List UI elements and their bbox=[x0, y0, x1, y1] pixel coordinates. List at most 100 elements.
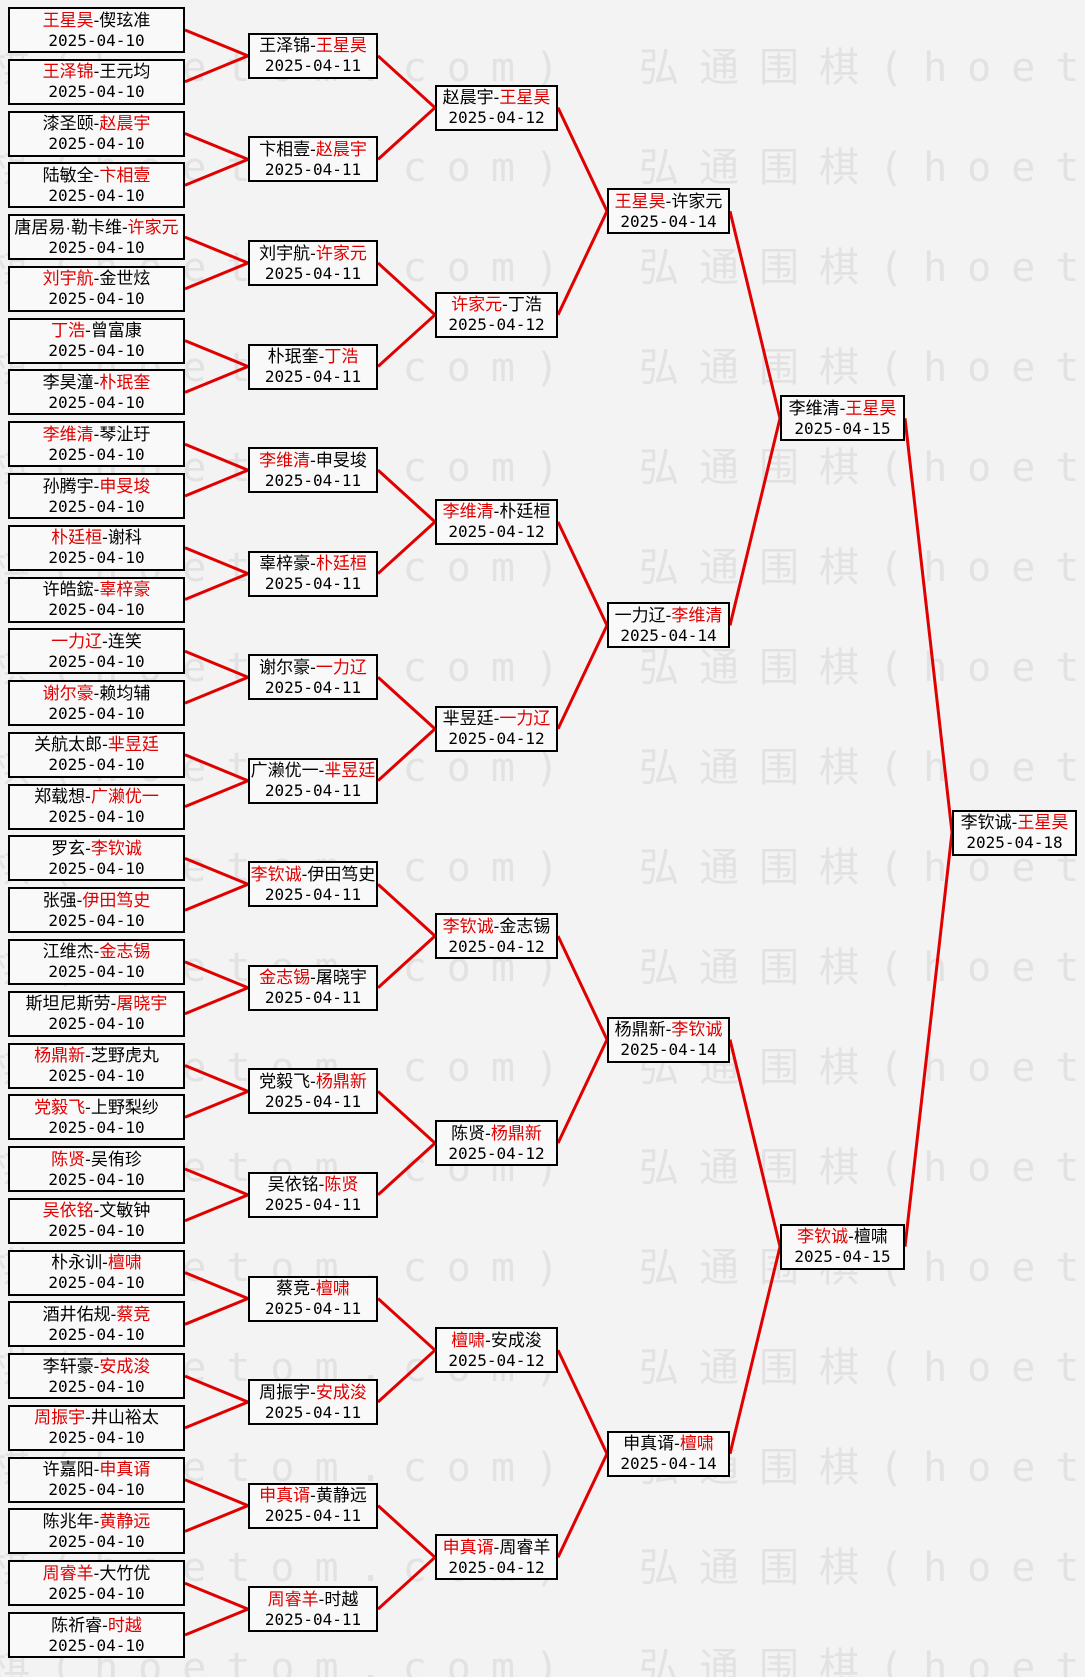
connector-line bbox=[556, 624, 609, 730]
match-date: 2025-04-10 bbox=[48, 1324, 145, 1344]
match-date: 2025-04-11 bbox=[264, 1402, 362, 1422]
players-separator: - bbox=[318, 347, 325, 366]
winner-name: 黄静远 bbox=[99, 1511, 151, 1531]
winner-name: 安成浚 bbox=[99, 1356, 151, 1376]
players-separator: - bbox=[493, 88, 500, 108]
match-box: 谢尔豪-一力辽 2025-04-11 bbox=[248, 654, 378, 701]
match-players: 周振宇-井山裕太 bbox=[34, 1407, 159, 1428]
connector-line bbox=[184, 235, 249, 265]
connector-line bbox=[184, 54, 249, 84]
player-name: 李维清 bbox=[788, 398, 840, 418]
match-players: 孙腾宇-申旻埈 bbox=[43, 476, 151, 497]
players-separator: - bbox=[318, 1589, 325, 1609]
match-date: 2025-04-10 bbox=[48, 1428, 145, 1448]
player-name: 唐居易·勒卡维 bbox=[14, 217, 122, 237]
match-players: 陈贤-杨鼎新 bbox=[451, 1123, 542, 1144]
winner-name: 一力辽 bbox=[499, 709, 551, 729]
match-box: 江维杰-金志锡 2025-04-10 bbox=[8, 938, 185, 985]
players-separator: - bbox=[93, 269, 100, 289]
match-players: 王星昊-偰玹准 bbox=[43, 10, 151, 31]
players-separator: - bbox=[839, 398, 846, 418]
match-date: 2025-04-11 bbox=[264, 677, 362, 697]
players-separator: - bbox=[85, 787, 91, 807]
match-date: 2025-04-11 bbox=[264, 1091, 362, 1111]
players-separator: - bbox=[93, 10, 100, 30]
players-separator: - bbox=[85, 1408, 91, 1428]
players-separator: - bbox=[665, 605, 672, 625]
player-name: 党毅飞 bbox=[259, 1071, 311, 1091]
connector-line bbox=[184, 365, 249, 394]
winner-name: 李维清 bbox=[442, 502, 494, 522]
connector-line bbox=[184, 1478, 249, 1507]
match-players: 朴珉奎-丁浩 bbox=[268, 346, 359, 367]
winner-name: 蔡竞 bbox=[116, 1304, 151, 1324]
match-box: 周睿羊-大竹优 2025-04-10 bbox=[8, 1560, 185, 1607]
connector-line bbox=[184, 1400, 249, 1430]
players-separator: - bbox=[93, 424, 100, 444]
match-players: 李维清-朴廷桓 bbox=[443, 501, 551, 522]
player-name: 酒井佑规 bbox=[42, 1304, 111, 1324]
match-date: 2025-04-12 bbox=[448, 108, 545, 128]
player-name: 一力辽 bbox=[614, 605, 666, 625]
connector-line bbox=[376, 261, 437, 316]
winner-name: 王星昊 bbox=[845, 398, 897, 418]
winner-name: 李钦诚 bbox=[442, 916, 494, 936]
players-separator: - bbox=[318, 761, 325, 781]
match-box: 酒井佑规-蔡竞 2025-04-10 bbox=[8, 1301, 185, 1348]
winner-name: 李维清 bbox=[259, 450, 311, 470]
match-players: 张强-伊田笃史 bbox=[43, 890, 151, 911]
connector-line bbox=[184, 1193, 249, 1223]
match-date: 2025-04-10 bbox=[48, 755, 145, 775]
match-date: 2025-04-10 bbox=[48, 341, 145, 361]
player-name: 檀啸 bbox=[853, 1227, 888, 1247]
winner-name: 朴珉奎 bbox=[99, 372, 151, 392]
match-date: 2025-04-10 bbox=[48, 392, 145, 412]
match-box: 辜梓豪-朴廷桓 2025-04-11 bbox=[248, 550, 378, 597]
players-separator: - bbox=[310, 1071, 316, 1091]
match-players: 王泽锦-王元均 bbox=[43, 61, 151, 82]
winner-name: 吴依铭 bbox=[42, 1201, 94, 1221]
match-box: 陈祈睿-时越 2025-04-10 bbox=[8, 1612, 185, 1658]
player-name: 张强 bbox=[42, 890, 77, 910]
winner-name: 辜梓豪 bbox=[99, 580, 151, 599]
match-date: 2025-04-11 bbox=[264, 988, 362, 1008]
players-separator: - bbox=[93, 114, 100, 133]
match-players: 酒井佑规-蔡竞 bbox=[43, 1304, 151, 1325]
connector-line bbox=[556, 1038, 609, 1144]
players-separator: - bbox=[301, 864, 308, 884]
connector-line bbox=[184, 1167, 249, 1197]
player-name: 上野梨纱 bbox=[90, 1097, 159, 1117]
player-name: 孙腾宇 bbox=[42, 476, 94, 496]
match-players: 罗玄-李钦诚 bbox=[51, 838, 142, 859]
connector-line bbox=[184, 1374, 249, 1404]
player-name: 关航太郎 bbox=[34, 735, 103, 755]
match-box: 丁浩-曾富康 2025-04-10 bbox=[8, 317, 185, 364]
match-box: 关航太郎-芈昱廷 2025-04-10 bbox=[8, 731, 185, 778]
match-box: 陈兆年-黄静远 2025-04-10 bbox=[8, 1508, 185, 1555]
match-date: 2025-04-10 bbox=[48, 82, 145, 102]
match-players: 周睿羊-时越 bbox=[268, 1589, 359, 1610]
match-players: 郑载想-广濑优一 bbox=[34, 786, 159, 807]
winner-name: 申真谞 bbox=[99, 1460, 151, 1480]
match-box: 杨鼎新-李钦诚 2025-04-14 bbox=[607, 1016, 730, 1063]
players-separator: - bbox=[93, 580, 100, 599]
winner-name: 檀啸 bbox=[451, 1330, 486, 1350]
match-date: 2025-04-10 bbox=[48, 1480, 145, 1500]
winner-name: 王星昊 bbox=[614, 191, 666, 211]
players-separator: - bbox=[85, 838, 91, 858]
player-name: 琴沚玗 bbox=[99, 424, 151, 444]
player-name: 辜梓豪 bbox=[259, 554, 311, 574]
player-name: 芝野虎丸 bbox=[90, 1046, 159, 1065]
players-separator: - bbox=[310, 139, 316, 159]
match-date: 2025-04-10 bbox=[48, 600, 145, 619]
players-separator: - bbox=[85, 1149, 91, 1169]
match-box: 一力辽-连笑 2025-04-10 bbox=[8, 628, 185, 675]
match-box: 赵晨宇-王星昊 2025-04-12 bbox=[435, 84, 558, 131]
connector-line bbox=[184, 1581, 249, 1611]
match-date: 2025-04-10 bbox=[48, 496, 145, 516]
player-name: 金志锡 bbox=[499, 916, 551, 936]
player-name: 井山裕太 bbox=[90, 1408, 159, 1428]
connector-line bbox=[903, 418, 954, 833]
